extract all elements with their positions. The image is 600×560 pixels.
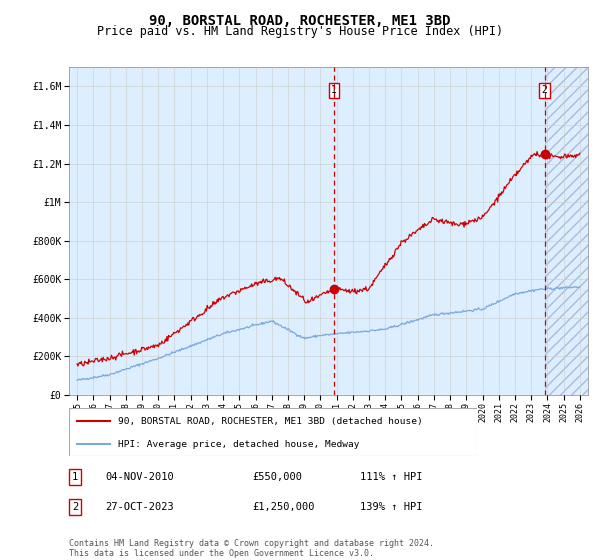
Text: 139% ↑ HPI: 139% ↑ HPI bbox=[360, 502, 422, 512]
Text: 2: 2 bbox=[542, 85, 547, 95]
Text: Contains HM Land Registry data © Crown copyright and database right 2024.
This d: Contains HM Land Registry data © Crown c… bbox=[69, 539, 434, 558]
Text: £1,250,000: £1,250,000 bbox=[252, 502, 314, 512]
Text: 1: 1 bbox=[331, 85, 337, 95]
Bar bbox=[545, 67, 588, 395]
Bar bbox=[545, 67, 588, 395]
Text: 2: 2 bbox=[72, 502, 78, 512]
Text: 90, BORSTAL ROAD, ROCHESTER, ME1 3BD: 90, BORSTAL ROAD, ROCHESTER, ME1 3BD bbox=[149, 14, 451, 28]
Text: £550,000: £550,000 bbox=[252, 472, 302, 482]
Text: 04-NOV-2010: 04-NOV-2010 bbox=[105, 472, 174, 482]
Text: HPI: Average price, detached house, Medway: HPI: Average price, detached house, Medw… bbox=[118, 440, 359, 449]
Text: Price paid vs. HM Land Registry's House Price Index (HPI): Price paid vs. HM Land Registry's House … bbox=[97, 25, 503, 38]
Text: 90, BORSTAL ROAD, ROCHESTER, ME1 3BD (detached house): 90, BORSTAL ROAD, ROCHESTER, ME1 3BD (de… bbox=[118, 417, 423, 426]
Text: 111% ↑ HPI: 111% ↑ HPI bbox=[360, 472, 422, 482]
Text: 1: 1 bbox=[72, 472, 78, 482]
Text: 27-OCT-2023: 27-OCT-2023 bbox=[105, 502, 174, 512]
